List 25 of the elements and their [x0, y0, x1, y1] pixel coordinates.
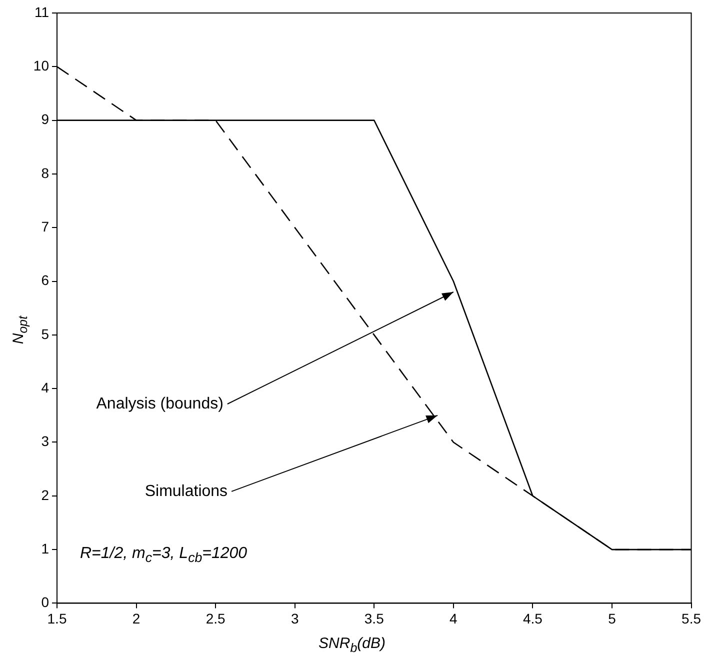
y-tick-label: 1 — [41, 540, 50, 556]
x-tick-label: 2 — [132, 610, 140, 626]
y-tick-label: 7 — [41, 218, 50, 234]
y-tick-label: 10 — [33, 58, 50, 74]
y-tick-label: 0 — [41, 594, 50, 610]
x-axis-title: SNR$_{b}$(dB) — [318, 635, 386, 655]
x-tick-label: 3 — [290, 610, 299, 626]
x-tick-label: 5.5 — [682, 610, 702, 626]
y-tick-label: 4 — [41, 379, 50, 396]
x-tick-label: 2.5 — [206, 610, 226, 626]
y-tick-label: 8 — [41, 164, 50, 181]
x-tick-label: 3.5 — [364, 610, 384, 626]
y-tick-label: 11 — [34, 4, 50, 20]
annotation: Simulations — [144, 482, 228, 500]
y-tick-label: 2 — [41, 486, 50, 503]
y-tick-label: 3 — [41, 433, 50, 450]
x-tick-label: 1.5 — [47, 610, 67, 626]
y-tick-label: 5 — [41, 326, 50, 342]
annotation: Analysis (bounds) — [96, 395, 224, 412]
y-tick-label: 9 — [41, 111, 50, 128]
x-tick-label: 4 — [450, 610, 458, 626]
x-tick-label: 5 — [608, 610, 616, 626]
y-tick-label: 6 — [41, 272, 50, 288]
x-tick-label: 4.5 — [522, 610, 543, 626]
annotation: R=1/2, m$_{c}$=3, L$_{cb}$=1200 — [80, 545, 248, 566]
